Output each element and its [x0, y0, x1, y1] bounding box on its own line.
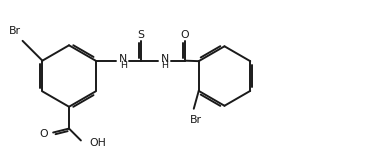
Text: N: N [161, 54, 169, 64]
Text: S: S [138, 30, 145, 40]
Text: O: O [39, 128, 48, 139]
Text: H: H [161, 61, 169, 70]
Text: OH: OH [90, 138, 107, 148]
Text: Br: Br [190, 115, 202, 125]
Text: H: H [120, 61, 127, 70]
Text: Br: Br [9, 26, 21, 36]
Text: N: N [119, 54, 127, 64]
Text: O: O [181, 30, 189, 40]
